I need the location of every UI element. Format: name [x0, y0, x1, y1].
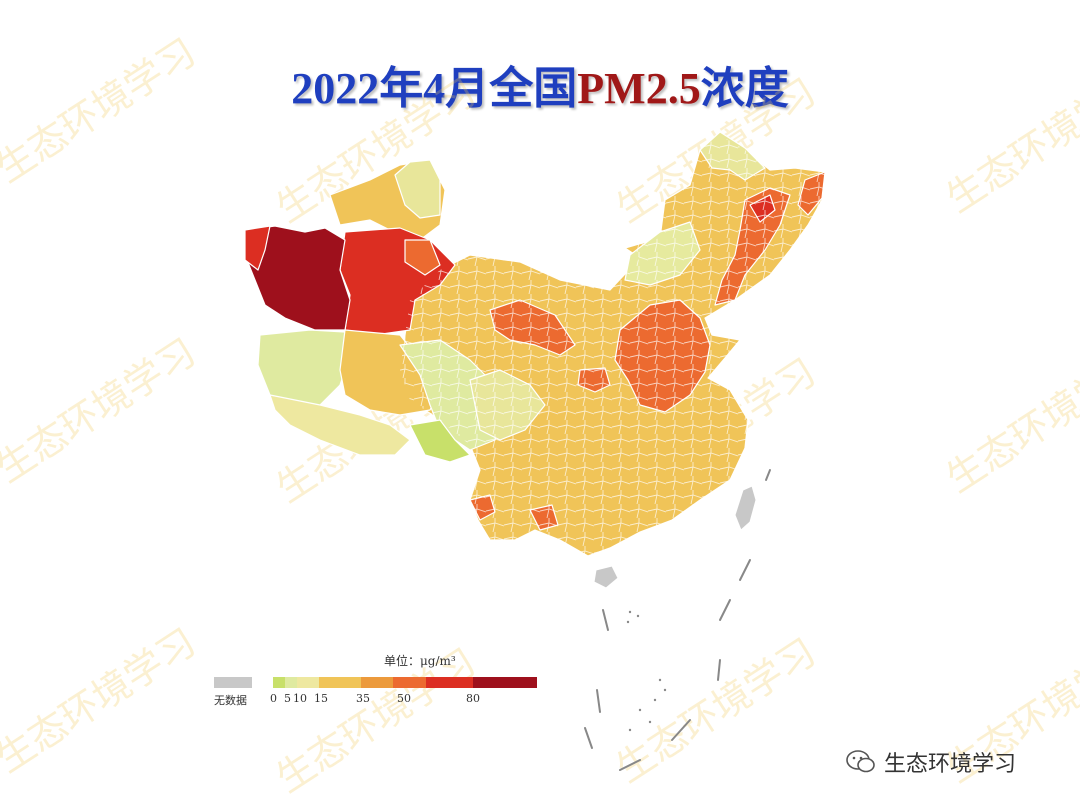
- legend-nodata-swatch: [214, 677, 252, 688]
- title-part-4: 浓度: [700, 64, 789, 113]
- page-title: 2022年4月全国PM2.5浓度: [0, 52, 1080, 116]
- south-china-sea-islands: [626, 610, 667, 732]
- map-admin-borders: [400, 135, 825, 556]
- map-region-hainan: [593, 565, 619, 589]
- legend-tick-0: 0: [270, 692, 277, 705]
- legend-tick-5: 50: [397, 692, 411, 705]
- legend-unit: 单位：μg/m³: [384, 654, 456, 668]
- map-region-taiwan: [734, 485, 757, 531]
- south-china-sea-line: [584, 469, 771, 771]
- legend-tick-3: 15: [314, 692, 328, 705]
- legend-tick-1: 5: [284, 692, 291, 705]
- legend-bin-4: [361, 677, 393, 688]
- legend-tick-2: 10: [293, 692, 307, 705]
- map-region-south-tibet: [269, 394, 411, 456]
- footer-account: 生态环境学习: [846, 746, 1016, 778]
- legend-nodata-label: 无数据: [214, 694, 247, 707]
- legend-tick-6: 80: [466, 692, 480, 705]
- wechat-icon: [846, 750, 875, 773]
- map-region-hami: [404, 239, 441, 276]
- legend-bin-0: [273, 677, 285, 688]
- legend-bin-5: [393, 677, 426, 688]
- legend-bin-6: [426, 677, 473, 688]
- title-pm-value: 2.5: [645, 64, 701, 113]
- map-region-west-xinjiang-edge: [244, 225, 271, 271]
- footer-account-name: 生态环境学习: [884, 752, 1017, 777]
- map-region-altai: [394, 159, 441, 219]
- legend-bin-2: [297, 677, 319, 688]
- legend-bin-3: [319, 677, 361, 688]
- title-pm: PM: [577, 64, 646, 113]
- legend-tick-4: 35: [356, 692, 370, 705]
- title-part-1: 2022年4月全国: [291, 64, 578, 113]
- map-region-tibet-plateau: [257, 329, 351, 411]
- legend-color-bar: [273, 677, 537, 688]
- legend-bin-1: [285, 677, 297, 688]
- map-region-west-xinjiang: [244, 225, 351, 331]
- legend-bin-7: [473, 677, 537, 688]
